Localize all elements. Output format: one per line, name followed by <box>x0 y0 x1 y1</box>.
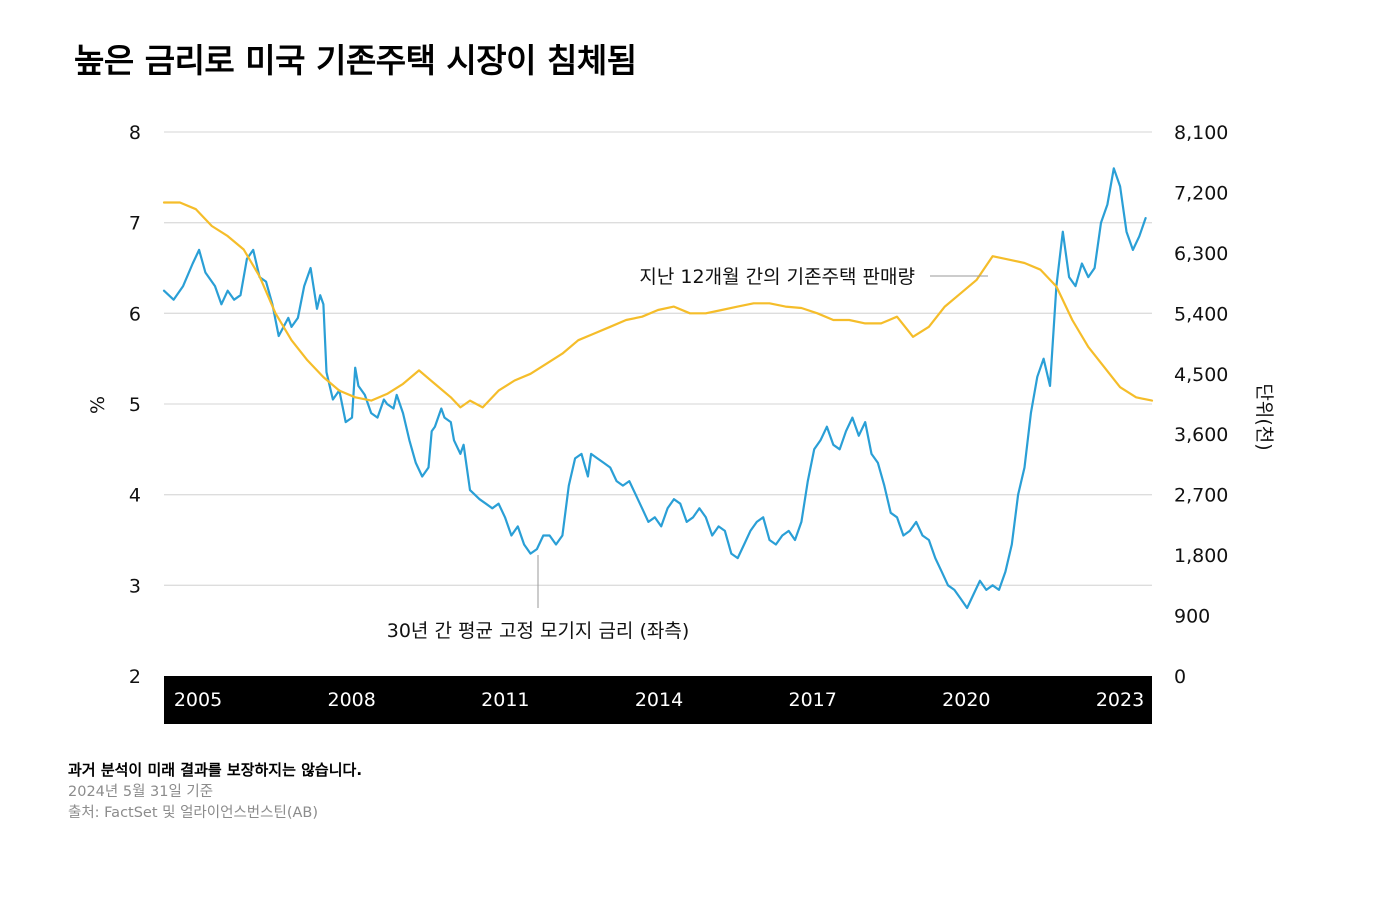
x-tick-label: 2008 <box>327 689 375 711</box>
right-tick-label: 8,100 <box>1174 122 1228 144</box>
right-tick-label: 3,600 <box>1174 424 1228 446</box>
left-tick-label: 2 <box>129 666 141 688</box>
right-axis-title: 단위(천) <box>1253 383 1275 450</box>
year-band <box>164 676 1152 724</box>
left-tick-label: 4 <box>129 485 141 507</box>
x-tick-label: 2017 <box>788 689 836 711</box>
mortgage-annotation: 30년 간 평균 고정 모기지 금리 (좌측) <box>387 620 689 642</box>
right-tick-label: 900 <box>1174 606 1210 628</box>
x-tick-label: 2011 <box>481 689 529 711</box>
right-tick-label: 1,800 <box>1174 545 1228 567</box>
right-tick-label: 7,200 <box>1174 182 1228 204</box>
left-axis-title: % <box>87 396 109 414</box>
x-tick-label: 2020 <box>942 689 990 711</box>
right-tick-label: 6,300 <box>1174 243 1228 265</box>
series-lines <box>162 167 1154 610</box>
x-tick-label: 2005 <box>174 689 222 711</box>
left-tick-label: 7 <box>129 213 141 235</box>
source-note: 출처: FactSet 및 얼라이언스번스틴(AB) <box>68 805 318 821</box>
right-tick-label: 4,500 <box>1174 364 1228 386</box>
as-of-date: 2024년 5월 31일 기준 <box>68 784 214 800</box>
x-tick-label: 2014 <box>635 689 683 711</box>
right-tick-label: 2,700 <box>1174 485 1228 507</box>
left-tick-label: 6 <box>129 303 141 325</box>
right-tick-label: 0 <box>1174 666 1186 688</box>
x-axis-ticks: 2005 2008 2011 2014 2017 2020 2023 <box>174 689 1144 711</box>
left-axis-ticks: 8 7 6 5 4 3 2 <box>129 122 141 688</box>
right-axis-ticks: 8,100 7,200 6,300 5,400 4,500 3,600 2,700 1,800… <box>1174 122 1228 688</box>
left-tick-label: 5 <box>129 394 141 416</box>
left-tick-label: 3 <box>129 575 141 597</box>
home-sales-line <box>162 201 1154 409</box>
sales-annotation: 지난 12개월 간의 기존주택 판매량 <box>639 266 915 288</box>
grid-lines <box>164 131 1152 586</box>
chart-title: 높은 금리로 미국 기존주택 시장이 침체됨 <box>74 41 637 80</box>
mortgage-rate-line <box>162 167 1147 610</box>
right-tick-label: 5,400 <box>1174 303 1228 325</box>
x-tick-label: 2023 <box>1096 689 1144 711</box>
disclaimer: 과거 분석이 미래 결과를 보장하지는 않습니다. <box>68 761 363 779</box>
left-tick-label: 8 <box>129 122 141 144</box>
